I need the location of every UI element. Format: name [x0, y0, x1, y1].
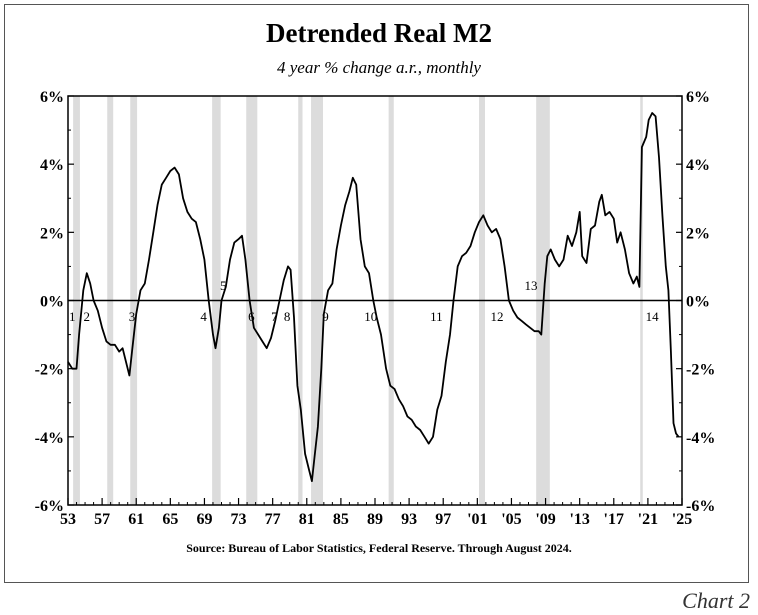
y-tick-label-left: -6% [35, 498, 64, 515]
x-tick-label: 77 [265, 511, 281, 528]
x-tick-label: 65 [162, 511, 178, 528]
x-tick-label: 85 [333, 511, 349, 528]
y-tick-label-right: -4% [686, 430, 715, 447]
crossing-label: 2 [84, 309, 91, 324]
chart-title: Detrended Real M2 [266, 18, 492, 48]
x-tick-label: 61 [128, 511, 144, 528]
crossing-label: 12 [490, 309, 503, 324]
y-tick-label-right: 2% [686, 225, 710, 242]
x-tick-label: '09 [535, 511, 555, 528]
y-tick-label-right: -2% [686, 362, 715, 379]
series-line [67, 112, 680, 482]
crossing-label: 7 [271, 309, 278, 324]
y-tick-label-left: -2% [35, 362, 64, 379]
crossing-label: 8 [284, 309, 291, 324]
x-tick-label: 81 [299, 511, 315, 528]
y-tick-label-right: -6% [686, 498, 715, 515]
crossing-label: 10 [364, 309, 377, 324]
x-tick-label: '01 [467, 511, 487, 528]
y-tick-label-right: 0% [686, 294, 710, 311]
crossing-label: 11 [430, 309, 443, 324]
x-tick-label: 89 [367, 511, 383, 528]
crossing-label: 4 [200, 309, 207, 324]
x-tick-label: 69 [196, 511, 212, 528]
x-tick-label: '05 [501, 511, 521, 528]
y-tick-label-right: 4% [686, 157, 710, 174]
x-tick-label: '13 [569, 511, 589, 528]
crossing-label: 6 [248, 309, 255, 324]
crossing-label: 9 [322, 309, 329, 324]
x-tick-label: 73 [231, 511, 247, 528]
x-tick-label: 57 [94, 511, 110, 528]
crossing-label: 1 [69, 309, 76, 324]
chart-subtitle: 4 year % change a.r., monthly [277, 58, 481, 77]
chart-plot: 6% 6%4% 4%2% 2%0% 0%-2% -2%-4% -4%-6% -6%53 57 61… [35, 89, 716, 528]
x-tick-label: '17 [604, 511, 624, 528]
crossing-label: 3 [129, 309, 136, 324]
x-tick-label: 93 [401, 511, 417, 528]
crossing-label: 5 [220, 278, 227, 293]
x-tick-label: '25 [672, 511, 692, 528]
x-tick-label: 53 [60, 511, 76, 528]
crossing-label: 14 [646, 309, 660, 324]
y-tick-label-left: 2% [40, 225, 64, 242]
chart-frame [4, 4, 749, 583]
chart-caption: Chart 2 [682, 588, 750, 613]
chart-source: Source: Bureau of Labor Statistics, Fede… [186, 541, 572, 555]
crossing-label: 13 [525, 278, 538, 293]
series-group [67, 112, 680, 482]
y-tick-label-left: -4% [35, 430, 64, 447]
y-tick-label-left: 0% [40, 294, 64, 311]
y-tick-label-left: 4% [40, 157, 64, 174]
x-tick-label: '21 [638, 511, 658, 528]
y-tick-label-left: 6% [40, 89, 64, 106]
x-tick-label: 97 [435, 511, 451, 528]
y-tick-label-right: 6% [686, 89, 710, 106]
axes-group: 6% 6%4% 4%2% 2%0% 0%-2% -2%-4% -4%-6% -6%53 57 61… [35, 89, 716, 528]
